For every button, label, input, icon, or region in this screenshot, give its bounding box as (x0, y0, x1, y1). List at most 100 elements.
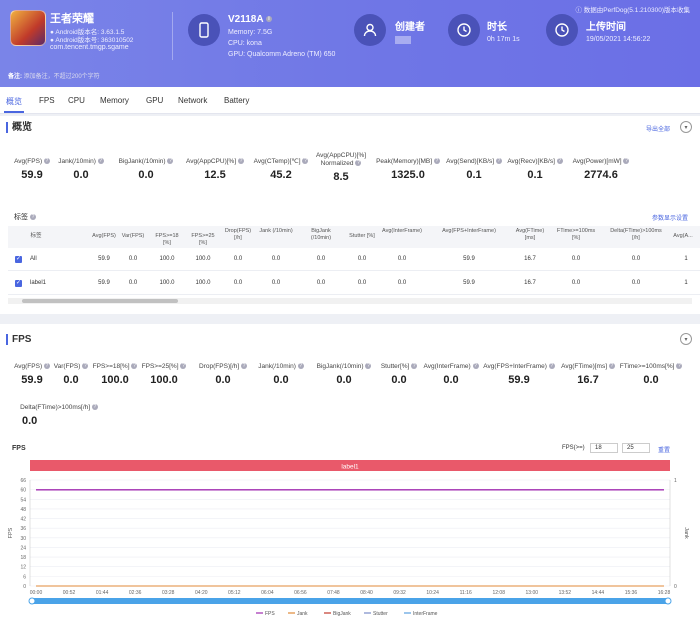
table-header-2[interactable]: Var(FPS) (121, 233, 145, 239)
slider-handle-left[interactable] (28, 597, 36, 605)
legend-label-jank[interactable]: Jank (297, 611, 308, 617)
table-header-9[interactable]: Avg(InterFrame) (382, 228, 422, 234)
help-icon[interactable]: ? (240, 363, 247, 370)
help-icon[interactable]: ? (302, 158, 309, 165)
tab-fps[interactable]: FPS (39, 96, 55, 105)
slider-handle-right[interactable] (664, 597, 672, 605)
table-cell: 59.9 (98, 280, 110, 286)
legend-label-fps[interactable]: FPS (265, 611, 275, 617)
stat-value: 59.9 (508, 374, 530, 386)
note-row[interactable]: 备注: 添加备注，不超过200个字符 (8, 74, 100, 80)
time-range-slider[interactable] (30, 598, 670, 604)
y-tick-label: 24 (20, 545, 26, 551)
help-icon[interactable]: ? (131, 363, 138, 370)
table-header-14[interactable]: Avg(A... (673, 233, 693, 239)
param-settings-link[interactable]: 参数显示设置 (652, 216, 689, 222)
help-icon[interactable]: ? (29, 214, 36, 221)
help-icon[interactable]: ? (297, 363, 304, 370)
tab-battery[interactable]: Battery (224, 96, 250, 105)
help-icon[interactable]: ? (548, 363, 555, 370)
fps-threshold-b-input[interactable]: 25 (622, 443, 650, 453)
stat-value: 0.1 (466, 169, 482, 181)
help-icon[interactable]: ? (180, 363, 187, 370)
help-icon[interactable]: ? (167, 158, 174, 165)
table-header-3[interactable]: FPS>=18 [%] (155, 233, 179, 246)
tab-overview[interactable]: 概览 (6, 97, 22, 106)
stat-value: 1325.0 (391, 169, 425, 181)
stat-overview-6: Peak(Memory)[MB] ? 1325.0 (372, 158, 444, 181)
table-cell: 0.0 (128, 280, 138, 286)
x-tick-label: 11:16 (460, 590, 472, 596)
row-divider (8, 294, 700, 295)
collapse-overview-icon[interactable]: ▾ (680, 121, 692, 133)
table-header-7[interactable]: BigJank (/10min) (310, 228, 332, 241)
help-icon[interactable]: ? (82, 363, 89, 370)
stat-fps-1: Var(FPS) ? 0.0 (33, 363, 109, 386)
help-icon[interactable]: ? (237, 158, 244, 165)
help-icon[interactable]: ? (43, 363, 50, 370)
y-tick-label: 30 (20, 536, 26, 542)
table-header-6[interactable]: Jank (/10min) (259, 228, 293, 234)
table-header-0[interactable]: 标签 (30, 233, 42, 239)
y-tick-label: 18 (20, 555, 26, 561)
table-header-10[interactable]: Avg(FPS+InterFrame) (442, 228, 496, 234)
table-cell: 16.7 (524, 256, 536, 262)
scrollbar-thumb[interactable] (22, 299, 178, 303)
x-tick-label: 12:08 (492, 590, 505, 596)
reset-button[interactable]: 重置 (658, 448, 671, 454)
help-icon[interactable]: ? (556, 158, 563, 165)
table-header-12[interactable]: FTime>=100ms [%] (556, 228, 596, 241)
tab-gpu[interactable]: GPU (146, 96, 164, 105)
active-tab-indicator (4, 111, 24, 113)
table-header-1[interactable]: Avg(FPS) (92, 233, 116, 239)
help-icon[interactable]: ? (608, 363, 615, 370)
help-icon[interactable]: ? (472, 363, 479, 370)
y-tick-label: 66 (20, 478, 26, 484)
table-header-11[interactable]: Avg(FTime) [ms] (515, 228, 545, 241)
label-band-text: label1 (341, 464, 359, 471)
table-cell: 0.0 (357, 280, 367, 286)
android-icon: ● (50, 37, 56, 44)
tab-network[interactable]: Network (178, 96, 208, 105)
table-cell: 0.0 (571, 280, 581, 286)
stat-fps-4: Drop(FPS)[/h] ? 0.0 (185, 363, 261, 386)
tab-memory[interactable]: Memory (100, 96, 129, 105)
row-checkbox[interactable]: ✓ (15, 256, 22, 263)
note-input[interactable]: 添加备注，不超过200个字符 (23, 74, 100, 80)
table-scrollbar[interactable] (8, 298, 692, 304)
android-code: ● Android版本号: 363010502 (50, 37, 134, 44)
export-all-link[interactable]: 导出全部 (646, 127, 671, 133)
row-checkbox[interactable]: ✓ (15, 280, 22, 287)
clock-icon (448, 14, 480, 46)
upload-clock-icon (546, 14, 578, 46)
x-tick-label: 00:00 (30, 590, 43, 596)
collapse-fps-icon[interactable]: ▾ (680, 333, 692, 345)
help-icon[interactable]: ? (411, 363, 418, 370)
table-header-4[interactable]: FPS>=25 [%] (191, 233, 215, 246)
tab-cpu[interactable]: CPU (68, 96, 85, 105)
help-icon[interactable]: ? (623, 158, 630, 165)
info-icon[interactable]: i (266, 16, 272, 23)
legend-label-bigjank[interactable]: BigJank (333, 611, 351, 617)
table-header-13[interactable]: Delta(FTime)>100ms [/h] (610, 228, 662, 241)
table-cell: 100.0 (195, 256, 211, 262)
help-icon[interactable]: ? (355, 160, 362, 167)
help-icon[interactable]: ? (433, 158, 440, 165)
y-tick-label: 36 (20, 526, 26, 532)
perfdog-info: ⓘ 数据由PerfDog(5.1.210300)版本收集 (575, 7, 690, 14)
help-icon[interactable]: ? (495, 158, 502, 165)
table-header-5[interactable]: Drop(FPS) [/h] (224, 228, 252, 241)
help-icon[interactable]: ? (43, 158, 50, 165)
fps-threshold-a-input[interactable]: 18 (590, 443, 618, 453)
stat-overview-4: Avg(CTemp)[℃] ? 45.2 (245, 158, 317, 181)
x-tick-label: 06:56 (294, 590, 307, 596)
stat-fps-10: Avg(FTime)[ms] ? 16.7 (550, 363, 626, 386)
help-icon[interactable]: ? (365, 363, 372, 370)
stat-overview-1: Jank(/10min) ? 0.0 (45, 158, 117, 181)
help-icon[interactable]: ? (97, 158, 104, 165)
help-icon[interactable]: ? (91, 404, 98, 411)
legend-label-interframe[interactable]: InterFrame (413, 611, 438, 617)
help-icon[interactable]: ? (676, 363, 683, 370)
legend-label-stutter[interactable]: Stutter (373, 611, 388, 617)
table-header-8[interactable]: Stutter [%] (349, 233, 375, 239)
